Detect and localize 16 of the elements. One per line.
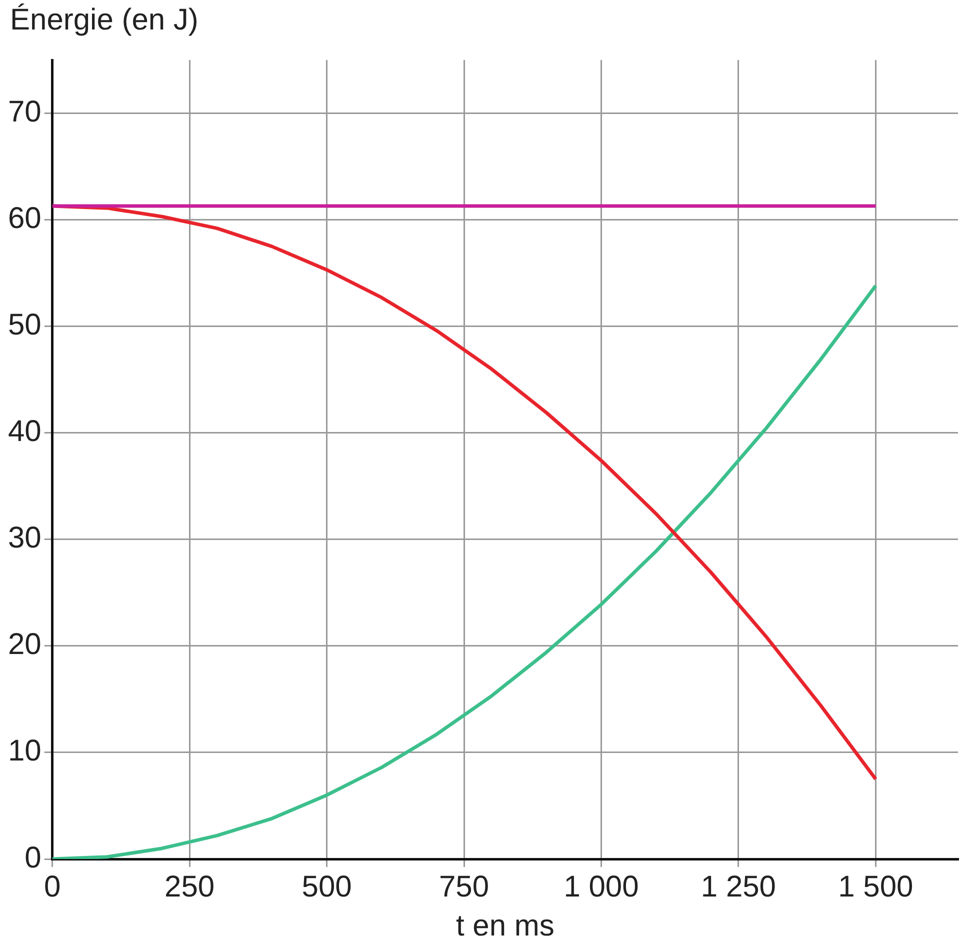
- y-axis-title: Énergie (en J): [10, 2, 198, 36]
- y-tick-label: 20: [8, 628, 42, 662]
- y-tick-label: 30: [8, 522, 42, 555]
- y-tick-label: 0: [24, 841, 42, 874]
- x-tick-label: 1 250: [700, 870, 776, 904]
- y-tick-label: 50: [8, 308, 42, 342]
- x-tick-label: 500: [302, 870, 352, 904]
- x-tick-label: 1 500: [838, 870, 914, 904]
- y-tick-label: 60: [8, 202, 42, 236]
- y-tick-label: 70: [8, 96, 42, 129]
- x-axis-title: t en ms: [456, 909, 554, 942]
- x-tick-label: 1 000: [564, 870, 639, 904]
- y-tick-label: 40: [8, 415, 42, 448]
- y-tick-label: 10: [8, 734, 42, 768]
- x-tick-label: 750: [438, 870, 490, 904]
- x-tick-label: 250: [164, 870, 215, 904]
